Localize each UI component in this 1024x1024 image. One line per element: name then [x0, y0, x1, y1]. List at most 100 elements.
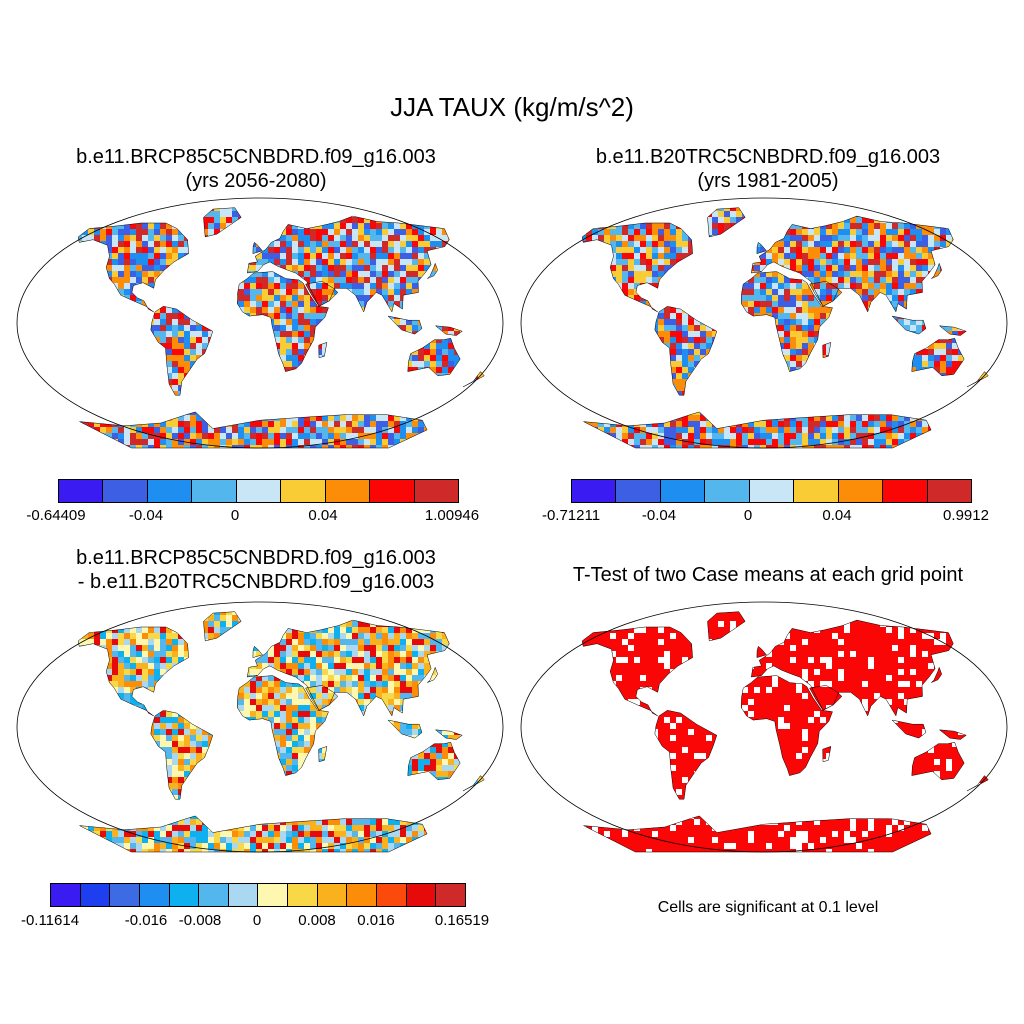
coastline: [305, 685, 339, 711]
colorbar-swatch: [883, 480, 928, 502]
coastline: [756, 241, 767, 254]
panel3-title-line1: b.e11.BRCP85C5CNBDRD.f09_g16.003: [76, 547, 436, 569]
colorbar-2: [571, 479, 972, 503]
coastline: [203, 611, 242, 642]
colorbar-2-tick: 0: [743, 507, 753, 524]
coastline: [427, 262, 438, 279]
coastline: [809, 281, 843, 307]
coastline: [252, 645, 263, 658]
map-border: [520, 601, 1008, 853]
coastline: [150, 710, 214, 800]
colorbar-3-tick: 0.008: [298, 912, 336, 929]
coastline: [654, 306, 718, 396]
colorbar-swatch: [110, 884, 140, 906]
colorbar-swatch: [838, 480, 884, 502]
colorbar-2-tick: -0.71211: [541, 507, 601, 524]
colorbar-swatch: [228, 884, 259, 906]
coastline: [750, 619, 954, 717]
colorbar-swatch: [414, 480, 458, 502]
coastline: [741, 675, 833, 776]
colorbar-swatch: [59, 480, 104, 502]
colorbar-1-tick: -0.64409: [26, 507, 86, 524]
colorbar-3-tick: 0.16519: [434, 912, 490, 929]
coastline: [938, 729, 967, 740]
colorbar-swatch: [794, 480, 839, 502]
coastline: [77, 222, 189, 313]
coastline: [891, 719, 927, 739]
panel2-title: b.e11.B20TRC5CNBDRD.f09_g16.003 (yrs 198…: [518, 145, 1018, 193]
panel1-title-line1: b.e11.BRCP85C5CNBDRD.f09_g16.003: [76, 146, 436, 168]
colorbar-2-tick: -0.04: [641, 507, 677, 524]
coastline: [707, 611, 746, 642]
coastline: [750, 215, 954, 313]
colorbar-swatch: [927, 480, 971, 502]
map-border: [16, 197, 504, 449]
coastline: [318, 746, 328, 763]
panel2-title-line2: (yrs 1981-2005): [697, 170, 839, 192]
coastline: [741, 271, 833, 372]
panel3-title-line2: - b.e11.B20TRC5CNBDRD.f09_g16.003: [77, 571, 435, 593]
coastline: [252, 241, 263, 254]
map-panel-1: [16, 197, 504, 449]
coastline: [581, 222, 693, 313]
colorbar-3-tick: -0.11614: [20, 912, 80, 929]
coastline: [237, 675, 329, 776]
colorbar-1-tick: 0.04: [308, 507, 338, 524]
colorbar-swatch: [705, 480, 750, 502]
coastline: [318, 342, 328, 359]
colorbar-swatch: [51, 884, 81, 906]
panel4-title-line1: T-Test of two Case means at each grid po…: [572, 564, 964, 586]
colorbar-1-tick: -0.04: [128, 507, 164, 524]
colorbar-swatch: [370, 480, 415, 502]
map-border: [16, 601, 504, 853]
colorbar-2-tick: 0.9912: [943, 507, 989, 524]
coastline: [938, 325, 967, 336]
colorbar-swatch: [616, 480, 661, 502]
panel1-title-line2: (yrs 2056-2080): [185, 170, 327, 192]
coastline: [911, 742, 965, 781]
coastline: [583, 815, 932, 853]
coastline: [77, 626, 189, 717]
coastline: [822, 342, 832, 359]
coastline: [756, 645, 767, 658]
colorbar-swatch: [281, 480, 326, 502]
coastline: [931, 262, 942, 279]
colorbar-swatch: [288, 884, 318, 906]
colorbar-3: [50, 883, 466, 907]
colorbar-swatch: [258, 884, 289, 906]
coastline: [434, 729, 463, 740]
colorbar-swatch: [749, 480, 795, 502]
colorbar-1-tick: 0: [230, 507, 240, 524]
colorbar-3-tick: 0: [252, 912, 262, 929]
colorbar-swatch: [192, 480, 237, 502]
map-panel-3: [16, 601, 504, 853]
coastline: [931, 666, 942, 683]
colorbar-swatch: [377, 884, 407, 906]
panel1-title: b.e11.BRCP85C5CNBDRD.f09_g16.003 (yrs 20…: [6, 145, 506, 193]
colorbar-swatch: [317, 884, 348, 906]
colorbar-1: [58, 479, 459, 503]
map-panel-4: [520, 601, 1008, 853]
colorbar-swatch: [660, 480, 706, 502]
coastline: [427, 666, 438, 683]
coastline: [891, 315, 927, 335]
colorbar-swatch: [572, 480, 617, 502]
coastline: [246, 619, 450, 717]
coastline: [654, 710, 718, 800]
coastline: [407, 742, 461, 781]
coastline: [150, 306, 214, 396]
coastline: [387, 719, 423, 739]
coastline: [581, 626, 693, 717]
coastline: [246, 215, 450, 313]
coastline: [911, 338, 965, 377]
colorbar-swatch: [436, 884, 465, 906]
significance-note: Cells are significant at 0.1 level: [657, 899, 879, 916]
coastline: [809, 685, 843, 711]
coastline: [237, 271, 329, 372]
coastline: [707, 207, 746, 238]
colorbar-swatch: [139, 884, 170, 906]
coastline: [79, 411, 428, 449]
figure-title: JJA TAUX (kg/m/s^2): [390, 92, 634, 122]
panel4-title: T-Test of two Case means at each grid po…: [518, 563, 1018, 587]
coastline: [305, 281, 339, 307]
